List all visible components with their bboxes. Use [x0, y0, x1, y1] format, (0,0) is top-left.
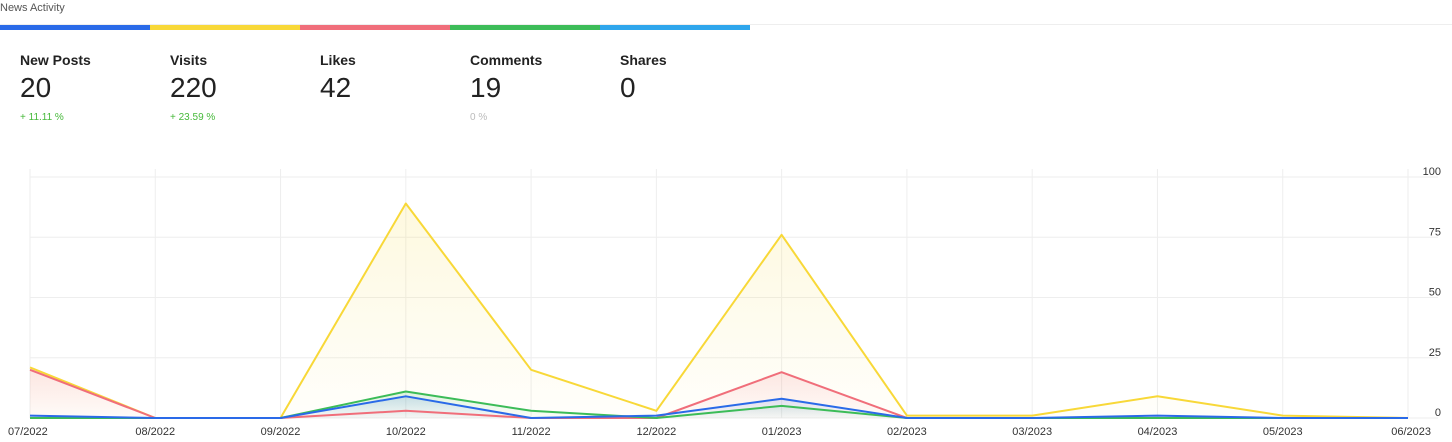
stat-new-posts[interactable]: New Posts 20 + 11.11 %: [0, 52, 150, 124]
stat-value: 42: [320, 72, 352, 103]
x-axis-labels: 07/2022 08/2022 09/2022 10/2022 11/2022 12/20…: [8, 426, 1431, 438]
x-tick-label: 12/2022: [636, 426, 676, 438]
stat-value: 0: [620, 72, 636, 103]
color-strip-visits: [150, 25, 300, 30]
y-tick-label: 25: [1429, 347, 1441, 359]
y-tick-label: 100: [1423, 166, 1441, 178]
x-tick-label: 09/2022: [261, 426, 301, 438]
x-tick-label: 03/2023: [1012, 426, 1052, 438]
x-tick-label: 11/2022: [512, 426, 551, 438]
x-tick-label: 07/2022: [8, 426, 48, 438]
x-tick-label: 02/2023: [887, 426, 927, 438]
stat-change: 0 %: [470, 112, 488, 123]
x-tick-label: 10/2022: [386, 426, 426, 438]
stat-change: [320, 112, 450, 124]
y-axis-labels: 100 75 50 25 0: [1423, 166, 1441, 419]
stat-label: New Posts: [20, 52, 91, 68]
stat-label: Comments: [470, 52, 543, 68]
color-strip-shares: [600, 25, 750, 30]
stat-likes[interactable]: Likes 42: [300, 52, 450, 124]
color-strip-new-posts: [0, 25, 150, 30]
widget-title: News Activity: [0, 2, 65, 14]
stat-comments[interactable]: Comments 19 0 %: [450, 52, 600, 124]
series-area-visits: [30, 203, 1408, 418]
stat-visits[interactable]: Visits 220 + 23.59 %: [150, 52, 300, 124]
stat-value: 220: [170, 72, 217, 103]
stat-value: 20: [20, 72, 52, 103]
stats-row: New Posts 20 + 11.11 % Visits 220 + 23.5…: [0, 52, 750, 124]
stat-change: + 11.11 %: [20, 112, 64, 123]
chart-area-fills: [30, 203, 1408, 418]
y-tick-label: 0: [1435, 407, 1441, 419]
stat-value: 19: [470, 72, 502, 103]
stat-color-strip: [0, 25, 750, 30]
x-tick-label: 08/2022: [135, 426, 175, 438]
activity-chart-svg: 07/2022 08/2022 09/2022 10/2022 11/2022 12/20…: [8, 166, 1441, 438]
activity-chart: 07/2022 08/2022 09/2022 10/2022 11/2022 12/20…: [0, 160, 1452, 442]
color-strip-comments: [450, 25, 600, 30]
chart-series-lines: [29, 202, 1409, 419]
y-tick-label: 75: [1429, 226, 1441, 238]
y-tick-label: 50: [1429, 287, 1441, 299]
stat-label: Shares: [620, 52, 667, 68]
x-tick-label: 04/2023: [1138, 426, 1178, 438]
stat-label: Visits: [170, 52, 208, 68]
series-line-new_posts[interactable]: [29, 395, 1408, 419]
x-tick-label: 01/2023: [762, 426, 802, 438]
stat-change: + 23.59 %: [170, 112, 216, 123]
stat-change: [620, 112, 750, 124]
color-strip-likes: [300, 25, 450, 30]
header-divider: [0, 24, 1452, 25]
stat-shares[interactable]: Shares 0: [600, 52, 750, 124]
x-tick-label: 06/2023: [1391, 426, 1431, 438]
stat-label: Likes: [320, 52, 356, 68]
x-tick-label: 05/2023: [1263, 426, 1303, 438]
